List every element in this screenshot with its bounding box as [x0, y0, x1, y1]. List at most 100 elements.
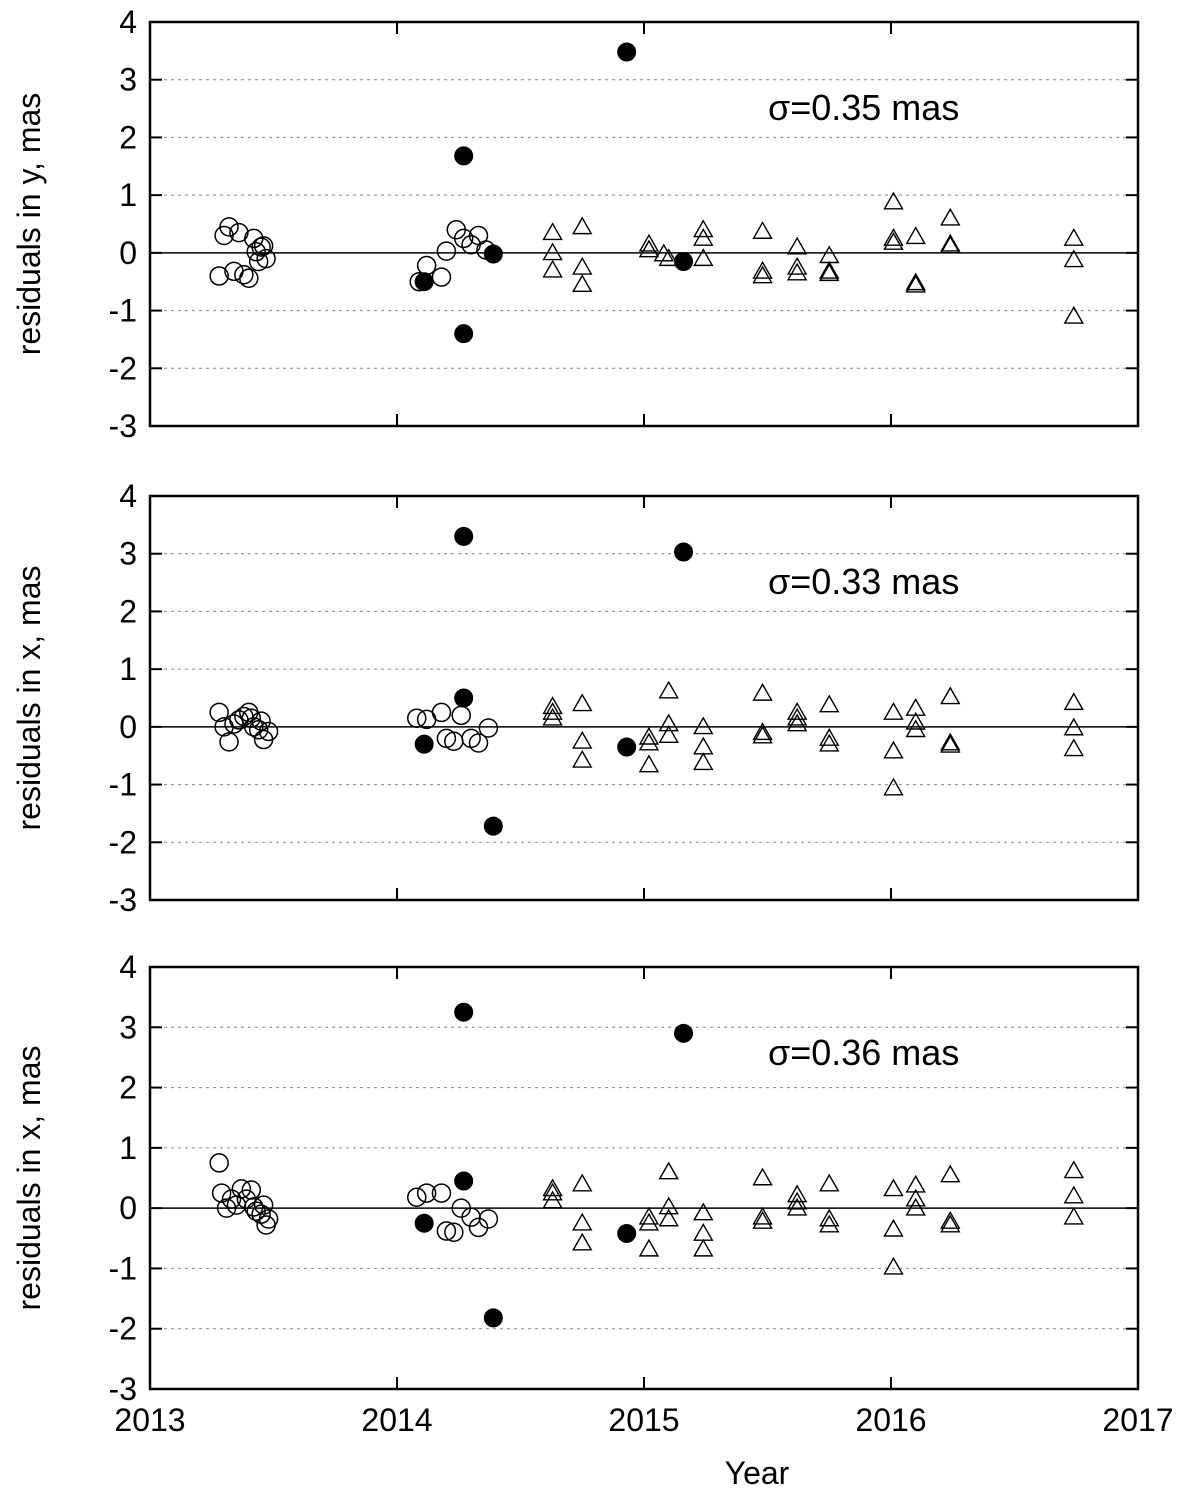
y-tick-label: 2: [119, 593, 137, 629]
triangle-point: [905, 274, 926, 293]
panel-2: -3 -2 -1 0 1 2 3 4 residuals in x, mas σ=0.33 mas: [11, 478, 1140, 918]
triangle-point: [542, 259, 563, 278]
triangle-point: [940, 1164, 961, 1183]
open-circle-point: [219, 217, 239, 237]
triangle-point: [905, 719, 926, 738]
open-circle-point: [444, 731, 464, 752]
y-axis-title: residuals in x, mas: [11, 566, 47, 831]
triangle-point: [1063, 738, 1084, 757]
triangle-point: [638, 732, 660, 751]
open-circle-point: [209, 1153, 229, 1173]
triangle-point: [786, 1184, 808, 1203]
triangle-point: [693, 736, 714, 755]
triangle-point: [883, 232, 904, 250]
y-tick-label: -1: [109, 1250, 137, 1286]
open-circle-point: [431, 1183, 452, 1203]
triangle-point: [542, 222, 563, 241]
open-circle-point: [407, 708, 427, 728]
triangle-point: [658, 248, 679, 267]
open-circle-point: [211, 1183, 232, 1203]
triangle-point: [752, 682, 773, 701]
triangle-point: [752, 725, 773, 744]
triangle-point: [819, 727, 840, 746]
triangle-point: [638, 1206, 660, 1225]
triangle-point: [752, 265, 773, 284]
open-circle-point: [436, 1221, 457, 1241]
triangle-point: [658, 725, 679, 743]
triangle-point: [693, 248, 714, 267]
filled-circle-point: [617, 1223, 637, 1243]
filled-circle-point: [617, 42, 637, 62]
open-circle-point: [221, 1189, 242, 1209]
triangle-point: [658, 1161, 679, 1180]
triangle-point: [752, 1210, 773, 1229]
triangle-point: [572, 1212, 593, 1231]
open-circle-point: [219, 732, 239, 752]
triangle-point: [940, 235, 961, 254]
filled-circle-point: [674, 252, 694, 272]
x-tick-label: 2016: [855, 1402, 926, 1438]
open-circle-point: [248, 719, 269, 740]
y-tick-label: 1: [119, 1130, 137, 1166]
triangle-point: [883, 228, 904, 246]
open-circle-point: [431, 267, 452, 287]
open-circle-point: [241, 708, 262, 728]
y-tick-label: 0: [119, 709, 137, 745]
triangle-point: [786, 262, 808, 281]
open-circle-point: [451, 705, 471, 726]
triangle-point: [905, 1174, 926, 1193]
open-circle-point: [243, 1197, 264, 1217]
triangle-point: [653, 243, 674, 262]
filled-circle-point: [414, 1213, 434, 1233]
triangle-point: [819, 263, 840, 282]
y-tick-label: -2: [109, 1311, 137, 1347]
open-circle-point: [478, 718, 499, 738]
triangle-point: [693, 1202, 714, 1221]
x-tick-label: 2015: [608, 1402, 679, 1438]
filled-circle-point: [414, 734, 434, 754]
y-tick-label: -1: [109, 293, 137, 329]
triangle-point: [905, 226, 926, 245]
triangle-point: [819, 260, 840, 279]
triangle-point: [940, 233, 961, 252]
triangle-point: [786, 713, 808, 732]
y-tick-label: -2: [109, 824, 137, 860]
open-circle-point: [431, 702, 452, 723]
open-circle-point: [226, 1195, 247, 1215]
sigma-annotation: σ=0.35 mas: [768, 87, 959, 128]
triangle-point: [658, 1208, 679, 1227]
triangle-point: [542, 707, 563, 726]
open-circle-point: [258, 721, 279, 742]
y-tick-label: 1: [119, 651, 137, 687]
open-circle-point: [251, 711, 271, 731]
triangle-point: [542, 1190, 563, 1209]
triangle-point: [638, 239, 660, 258]
y-tick-label: 3: [119, 62, 137, 98]
plot-frame: [148, 20, 1140, 428]
open-circle-point: [239, 268, 259, 289]
triangle-point: [883, 191, 904, 210]
triangle-point: [786, 256, 808, 275]
triangle-point: [819, 1173, 840, 1192]
triangle-point: [542, 242, 563, 261]
open-circle-point: [416, 255, 437, 276]
triangle-point: [572, 1173, 593, 1192]
filled-circle-point: [454, 526, 474, 546]
triangle-point: [693, 1223, 714, 1241]
filled-circle-point: [454, 1002, 474, 1022]
triangle-point: [883, 777, 904, 796]
filled-circle-point: [483, 816, 503, 836]
open-circle-point: [416, 1183, 437, 1203]
filled-circle-point: [454, 1171, 474, 1191]
triangle-point: [786, 1191, 808, 1210]
open-circle-point: [209, 702, 229, 723]
panel-1: -3 -2 -1 0 1 2 3 4 residuals in y, mas σ=0.35 mas: [11, 4, 1140, 444]
triangle-point: [905, 697, 926, 716]
triangle-point: [1063, 1185, 1084, 1204]
triangle-point: [693, 1238, 714, 1257]
triangle-point: [1063, 249, 1084, 268]
triangle-point: [883, 740, 904, 759]
triangle-point: [1063, 228, 1084, 246]
filled-circle-point: [414, 272, 434, 292]
